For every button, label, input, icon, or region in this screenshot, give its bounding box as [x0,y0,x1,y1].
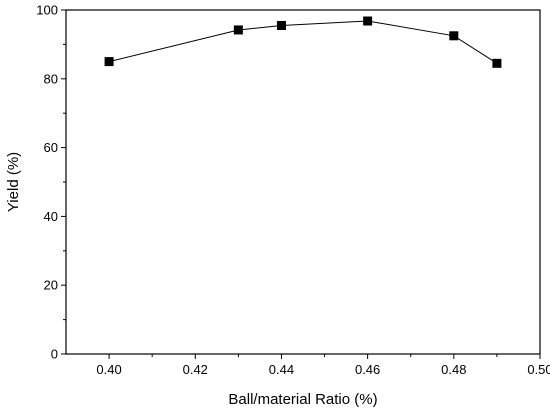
y-tick-label: 0 [51,347,58,362]
y-tick-label: 20 [44,278,58,293]
data-point-marker [363,16,373,26]
data-series [104,16,502,68]
data-point-marker [233,25,243,35]
series-line [108,20,498,64]
x-tick-label: 0.40 [96,362,121,377]
plot-frame [65,9,541,355]
x-tick-label: 0.44 [269,362,294,377]
y-axis-title: Yield (%) [5,152,22,212]
axes [65,9,541,355]
y-tick-label: 60 [44,140,58,155]
x-tick-label: 0.50 [527,362,550,377]
data-point-marker [492,58,502,68]
data-point-marker [276,20,286,30]
data-point-marker [104,57,114,67]
y-tick-label: 40 [44,209,58,224]
x-tick-label: 0.42 [183,362,208,377]
ticks: 0.40 0.42 0.44 0.46 0.48 0.50 0 20 40 60 80 100 [36,3,550,378]
x-tick-label: 0.46 [355,362,380,377]
y-tick-label: 100 [36,3,58,18]
y-tick-label: 80 [44,71,58,86]
data-point-marker [449,31,459,41]
x-tick-label: 0.48 [441,362,466,377]
x-axis-title: Ball/material Ratio (%) [228,391,377,408]
